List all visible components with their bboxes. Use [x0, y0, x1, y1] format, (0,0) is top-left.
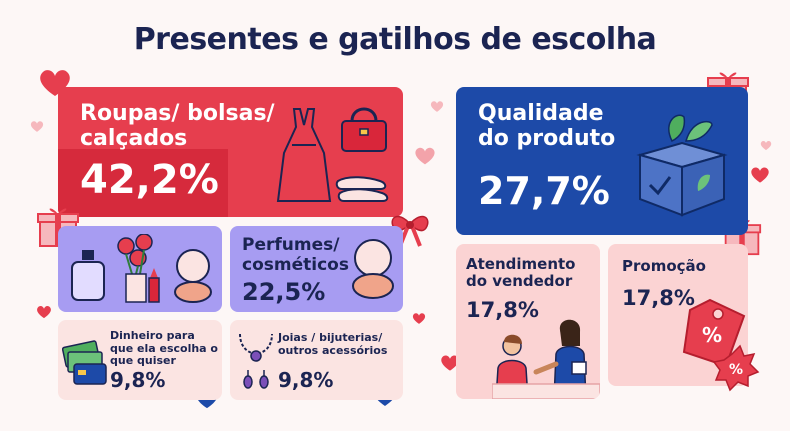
dress-icon: [276, 108, 332, 202]
card-value: 9,8%: [110, 368, 166, 392]
svg-text:%: %: [729, 362, 743, 378]
card-value: 9,8%: [278, 368, 334, 392]
lipstick-icon: [148, 268, 160, 303]
perfume-bottle-icon: [71, 250, 105, 301]
card-label: Atendimento do vendedor: [466, 255, 576, 291]
card-label: Dinheiro para que ela escolha o que quis…: [110, 329, 218, 368]
card-label: Joias / bijuterias/ outros acessórios: [278, 331, 388, 357]
card-label: Perfumes/ cosméticos: [242, 235, 349, 275]
card-perfumes: Perfumes/ cosméticos 22,5%: [230, 226, 403, 312]
page-title: Presentes e gatilhos de escolha: [133, 22, 657, 57]
heart-icon: [751, 167, 769, 183]
flowers-icon: [117, 234, 153, 303]
card-value: 17,8%: [622, 286, 695, 310]
card-value: 22,5%: [242, 278, 326, 306]
card-value: 17,8%: [466, 298, 539, 322]
card-label: Qualidade do produto: [478, 101, 616, 152]
compact-powder-icon: [174, 249, 212, 303]
heart-icon: [30, 121, 44, 132]
shoes-icon: [335, 176, 389, 202]
card-perfumes-illustration: [58, 226, 222, 312]
card-atendimento: Atendimento do vendedor 17,8%: [456, 244, 600, 399]
salespeople-icon: [492, 319, 600, 399]
heart-icon: [441, 355, 459, 371]
money-card-icon: [62, 340, 107, 385]
box-leaves-icon: [636, 114, 728, 217]
card-dinheiro: Dinheiro para que ela escolha o que quis…: [58, 320, 222, 400]
heart-icon: [415, 147, 435, 165]
card-stripe: [58, 149, 228, 217]
bow-icon: [391, 215, 429, 247]
card-label: Promoção: [622, 257, 706, 275]
card-joias: Joias / bijuterias/ outros acessórios 9,…: [230, 320, 403, 400]
card-value: 27,7%: [478, 169, 610, 213]
card-value: 42,2%: [80, 157, 219, 203]
heart-icon: [760, 140, 772, 151]
card-qualidade: Qualidade do produto 27,7%: [456, 87, 748, 235]
heart-icon: [37, 306, 51, 319]
card-roupas: Roupas/ bolsas/ calçados 42,2%: [58, 87, 403, 217]
price-tag-icon: % %: [682, 298, 760, 392]
handbag-icon: [341, 107, 387, 152]
compact-powder-icon: [352, 239, 394, 299]
heart-icon: [412, 313, 426, 324]
necklace-earrings-icon: [239, 333, 273, 389]
heart-icon: [430, 101, 444, 112]
card-label: Roupas/ bolsas/ calçados: [80, 101, 275, 152]
svg-text:%: %: [702, 323, 722, 347]
